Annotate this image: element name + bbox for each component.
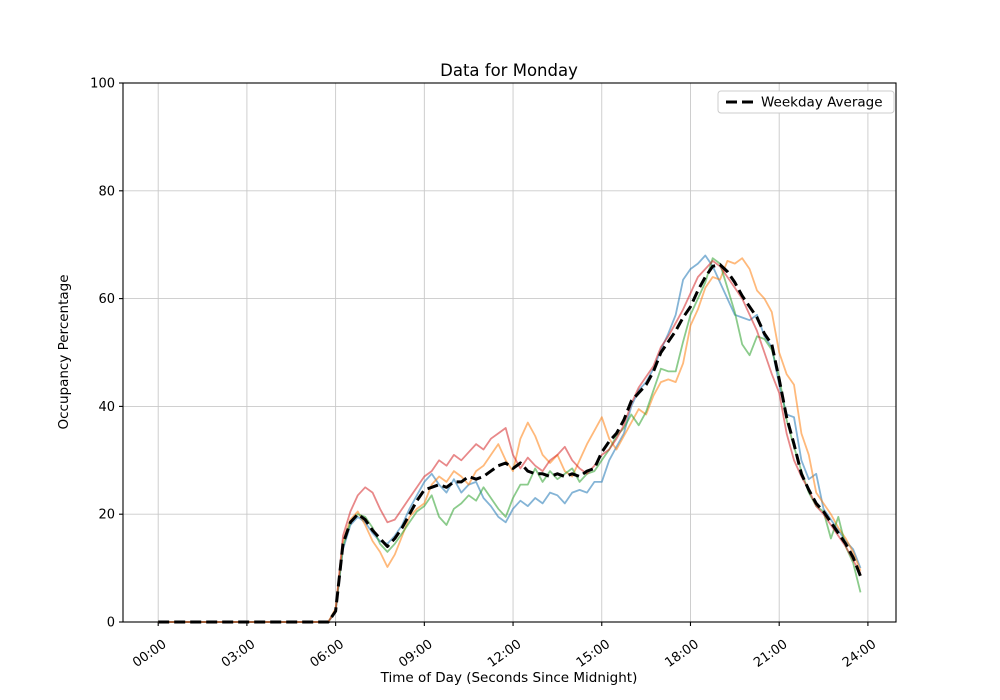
y-tick-label-60: 60 bbox=[98, 292, 115, 307]
legend-box bbox=[717, 90, 895, 114]
y-tick-label-0: 0 bbox=[107, 616, 115, 631]
series-weekday-average bbox=[158, 263, 862, 624]
axes-spines bbox=[122, 82, 897, 623]
x-tick-label-00:00: 00:00 bbox=[130, 637, 169, 671]
y-axis-label: Occupancy Percentage bbox=[56, 274, 72, 429]
y-tick-label-100: 100 bbox=[90, 77, 115, 92]
legend-label: Weekday Average bbox=[761, 95, 883, 111]
x-axis-label: Time of Day (Seconds Since Midnight) bbox=[380, 670, 638, 686]
legend: Weekday Average bbox=[717, 90, 895, 114]
x-tick-label-12:00: 12:00 bbox=[485, 637, 524, 671]
y-tick-label-40: 40 bbox=[98, 400, 115, 415]
tick-layer: 0 20 40 60 80 100 00:00 03:00 06:00 09:00 12:00 15:… bbox=[90, 77, 879, 671]
x-tick-label-21:00: 21:00 bbox=[751, 637, 790, 671]
x-tick-label-06:00: 06:00 bbox=[308, 637, 347, 671]
x-tick-label-03:00: 03:00 bbox=[219, 637, 258, 671]
x-tick-label-24:00: 24:00 bbox=[840, 637, 879, 671]
chart-title: Data for Monday bbox=[440, 61, 578, 80]
y-tick-label-80: 80 bbox=[98, 184, 115, 199]
series-layer bbox=[158, 254, 862, 624]
y-tick-label-20: 20 bbox=[98, 508, 115, 523]
x-tick-label-09:00: 09:00 bbox=[396, 637, 435, 671]
x-tick-label-15:00: 15:00 bbox=[574, 637, 613, 671]
x-tick-label-18:00: 18:00 bbox=[662, 637, 701, 671]
